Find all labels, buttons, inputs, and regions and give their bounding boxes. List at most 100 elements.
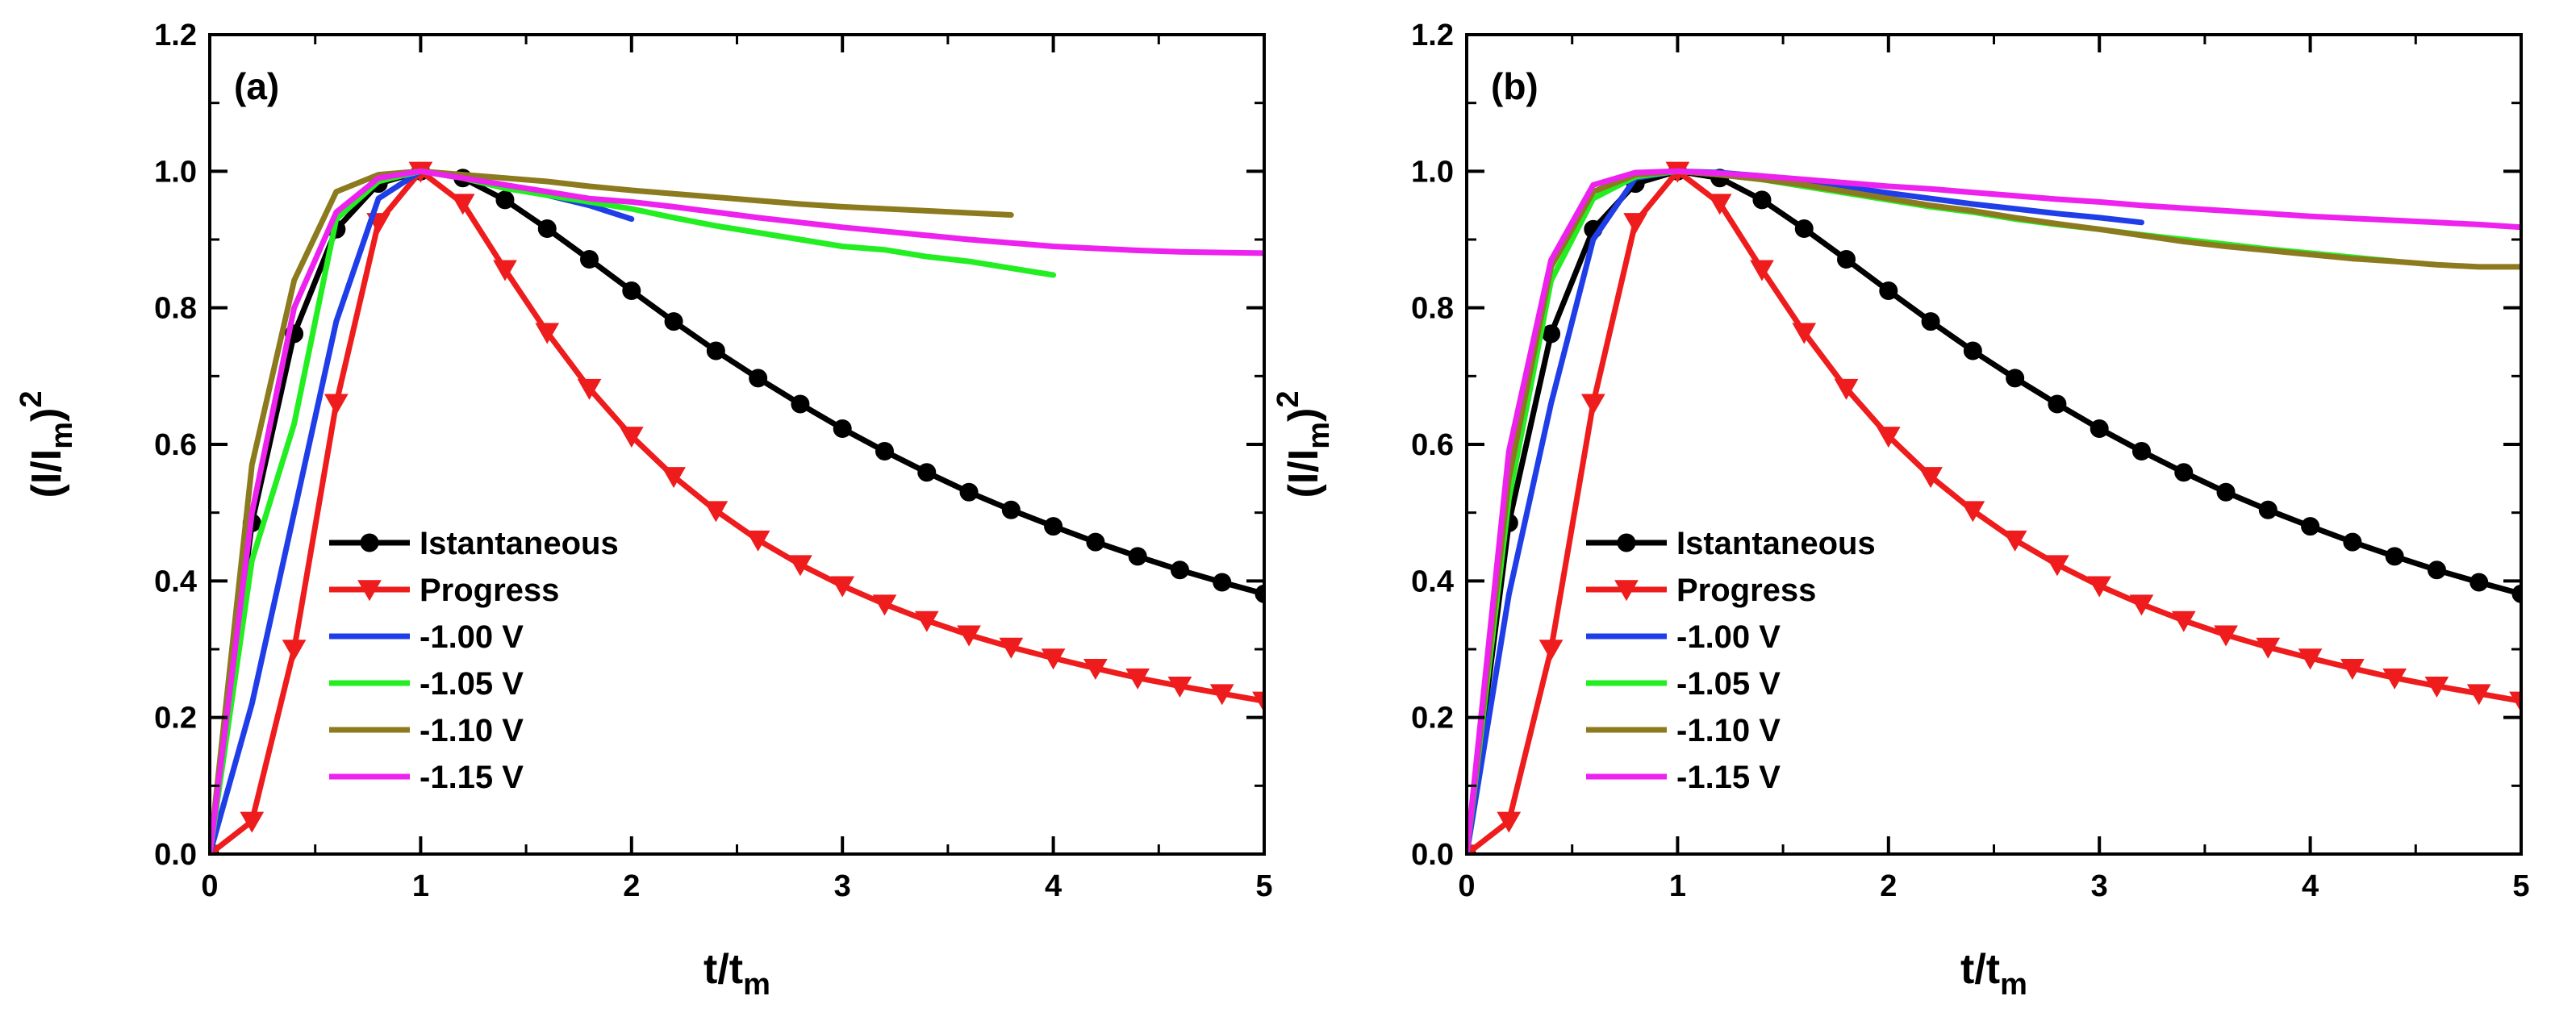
- y-axis-title: (I/Im)2: [1271, 391, 1336, 498]
- x-axis-title-sub: m: [743, 968, 770, 1002]
- series-1-15-v: [1467, 168, 2521, 854]
- y-axis-title-close: ): [23, 408, 70, 422]
- data-point: [957, 625, 981, 647]
- series-line: [210, 168, 1014, 854]
- series-line: [210, 168, 1057, 854]
- legend-item: Istantaneous: [1586, 526, 1876, 561]
- legend-label: -1.15 V: [1676, 760, 1781, 795]
- panel-label: (a): [234, 65, 279, 107]
- y-axis-title: (I/Im)2: [15, 391, 79, 498]
- data-point: [1083, 659, 1108, 681]
- legend-label: Progress: [1676, 573, 1816, 608]
- data-point: [1707, 194, 1732, 215]
- series-1-05-v: [210, 168, 1057, 854]
- data-point: [619, 427, 644, 448]
- legend-label: -1.10 V: [1676, 713, 1781, 748]
- data-point: [745, 530, 770, 552]
- data-point: [2298, 648, 2323, 670]
- data-point: [495, 190, 515, 210]
- data-point: [2509, 691, 2521, 713]
- series-1-10-v: [210, 168, 1014, 854]
- y-tick-label: 0.6: [1411, 428, 1454, 462]
- y-axis-title-sup: 2: [15, 391, 48, 408]
- legend-item: -1.15 V: [329, 760, 524, 795]
- data-point: [1044, 517, 1063, 536]
- x-tick-label: 1: [412, 869, 429, 903]
- data-point: [282, 640, 307, 661]
- data-point: [577, 378, 602, 400]
- data-point: [2256, 637, 2281, 659]
- legend-label: -1.05 V: [1676, 666, 1781, 702]
- series-progress: [1467, 161, 2521, 854]
- data-point: [959, 482, 979, 502]
- data-point: [1128, 547, 1147, 566]
- y-axis-title-sub: m: [45, 422, 79, 449]
- data-point: [664, 312, 683, 331]
- y-tick-label: 1.0: [1411, 155, 1454, 189]
- data-point: [1167, 677, 1192, 698]
- legend-item: -1.10 V: [1586, 713, 1781, 748]
- data-point: [2129, 594, 2154, 616]
- data-point: [2340, 659, 2365, 681]
- y-tick-label: 0.8: [1411, 292, 1454, 326]
- data-point: [1497, 811, 1522, 833]
- data-point: [2171, 611, 2196, 632]
- x-tick-label: 1: [1669, 869, 1686, 903]
- data-point: [2048, 394, 2067, 414]
- y-tick-label: 1.2: [1411, 19, 1454, 52]
- data-point: [493, 260, 517, 281]
- legend-label: -1.05 V: [420, 666, 524, 702]
- data-point: [2427, 561, 2446, 580]
- data-point: [2424, 677, 2449, 698]
- data-point: [2214, 625, 2238, 647]
- legend-item: -1.05 V: [1586, 666, 1781, 702]
- plot-data: [210, 161, 1264, 854]
- x-tick-label: 0: [201, 869, 218, 903]
- data-point: [2090, 419, 2109, 439]
- y-axis-title-sup: 2: [1271, 391, 1305, 408]
- panel-label: (b): [1491, 65, 1539, 107]
- y-tick-label: 0.8: [154, 292, 197, 326]
- legend-label: Progress: [420, 573, 559, 608]
- data-point: [2045, 555, 2069, 577]
- legend-item: -1.00 V: [1586, 619, 1781, 655]
- legend-item: Progress: [1586, 573, 1816, 608]
- legend-label: -1.00 V: [420, 619, 524, 655]
- data-point: [1918, 467, 1943, 489]
- data-point: [2301, 517, 2320, 536]
- legend: Istantaneous Progress -1.00 V -1.05 V -1.10 …: [1586, 526, 1876, 795]
- data-point: [1750, 260, 1774, 281]
- y-axis-title-sub: m: [1302, 422, 1336, 449]
- data-point: [1086, 532, 1105, 552]
- y-axis-title-main: (I/I: [1280, 449, 1327, 498]
- y-axis-title-main: (I/I: [23, 449, 70, 498]
- y-tick-label: 0.0: [154, 838, 197, 872]
- x-tick-label: 2: [623, 869, 640, 903]
- data-point: [1001, 500, 1021, 519]
- data-point: [450, 194, 475, 215]
- x-tick-label: 0: [1458, 869, 1475, 903]
- data-point: [1834, 378, 1859, 400]
- data-point: [2343, 532, 2362, 552]
- series-1-15-v: [210, 168, 1264, 854]
- legend-label: -1.00 V: [1676, 619, 1781, 655]
- data-point: [2131, 441, 2151, 460]
- data-point: [914, 611, 939, 632]
- chart-panel-a: 0 1 2 3 4 50.00.20.40.60.81.01.2(a)t/tm(I/Im)…: [15, 19, 1273, 1002]
- data-point: [662, 467, 686, 489]
- series-istantaneous: [1467, 161, 2521, 854]
- y-tick-label: 0.4: [154, 565, 197, 598]
- data-point: [2216, 482, 2236, 502]
- x-axis-title-main: t/t: [1960, 946, 2000, 993]
- data-point: [1623, 213, 1647, 235]
- data-point: [1255, 584, 1264, 603]
- ticks: 0 1 2 3 4 5 0.0 0.2 0.4 0.6 0.8 1.0 1.2: [1411, 19, 2529, 903]
- series-line: [210, 168, 1264, 854]
- data-point: [830, 576, 855, 598]
- legend-item: -1.10 V: [329, 713, 524, 748]
- data-point: [2087, 576, 2112, 598]
- x-axis-title-main: t/t: [703, 946, 743, 993]
- legend-marker: [357, 580, 382, 602]
- legend-label: -1.15 V: [420, 760, 524, 795]
- data-point: [703, 501, 729, 523]
